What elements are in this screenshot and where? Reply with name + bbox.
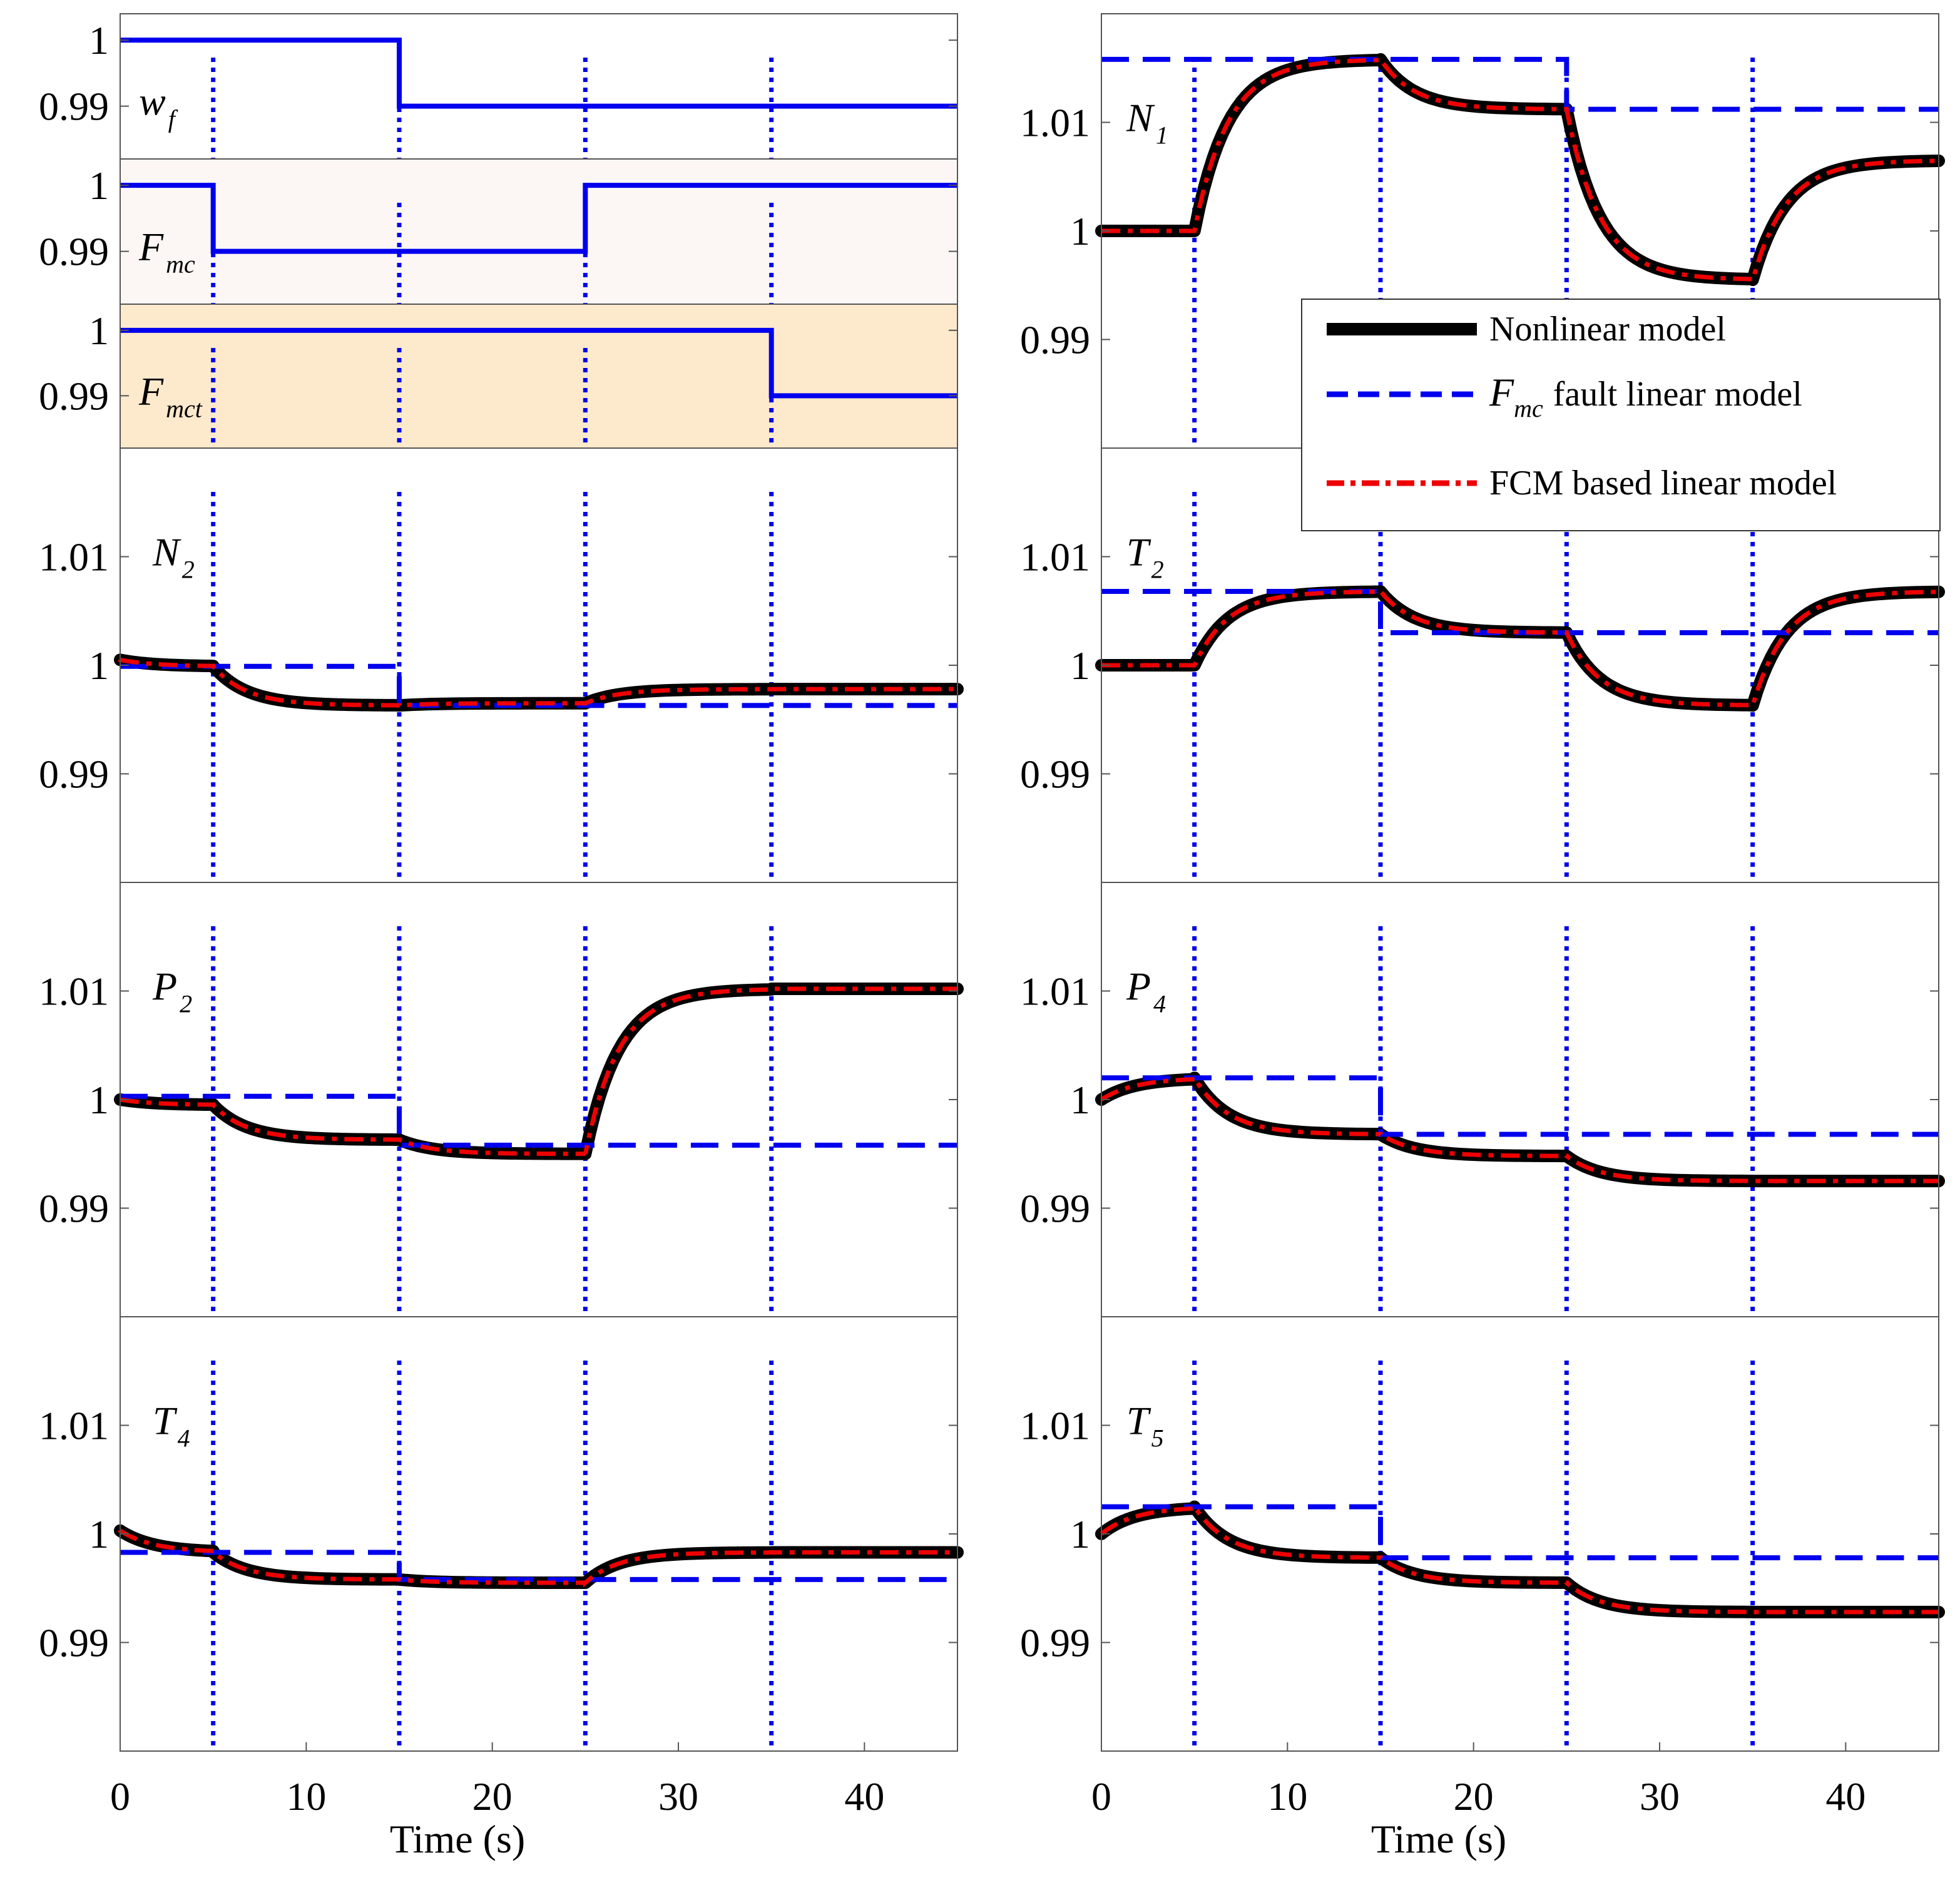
p2-ytick-label-0: 1.01 (39, 969, 109, 1014)
p4-nonlinear-line (1095, 1071, 1945, 1188)
legend-label-nonlinear: Nonlinear model (1489, 310, 1726, 349)
wf-ytick-label-0: 1 (89, 18, 109, 63)
wf-step-line (120, 38, 957, 109)
t4-frame (120, 1316, 958, 1752)
x-tick-label-1-2: 20 (1454, 1774, 1494, 1819)
x-tick-label-0-0: 0 (110, 1774, 130, 1819)
panel-backgrounds (120, 14, 957, 448)
n1-nonlinear-line (1095, 53, 1945, 287)
n2-fault-linear-line (120, 663, 957, 708)
t5-fault-linear-line (1101, 1504, 1939, 1561)
n2-ytick-label-0: 1.01 (39, 535, 109, 580)
p4-fault-linear-line (1101, 1075, 1939, 1137)
t4-ytick-label-0: 1.01 (39, 1404, 109, 1448)
t2-nonlinear-line (1095, 585, 1945, 712)
p2-fcm-line (120, 986, 957, 1157)
t4-ytick-label-1: 1 (89, 1512, 109, 1556)
p2-ytick-label-2: 0.99 (39, 1187, 109, 1231)
n2-ytick-label-2: 0.99 (39, 752, 109, 797)
fmc-step-line (120, 183, 957, 254)
x-axis-label-1: Time (s) (1371, 1817, 1506, 1861)
p2-ytick-label-1: 1 (89, 1078, 109, 1122)
t5-ytick-label-0: 1.01 (1020, 1404, 1090, 1448)
t2-fault-linear-line (1101, 589, 1939, 635)
p4-ytick-label-1: 1 (1070, 1078, 1090, 1122)
t2-ytick-label-0: 1.01 (1020, 535, 1090, 580)
fmc-ytick-label-1: 0.99 (39, 230, 109, 274)
t5-fcm-line (1100, 1499, 1939, 1615)
x-axis-label-0: Time (s) (390, 1817, 525, 1861)
t4-nonlinear-line (114, 1524, 964, 1590)
x-tick-label-0-1: 10 (286, 1774, 326, 1819)
n2-fcm-line (118, 657, 957, 708)
p4-fcm-line (1100, 1070, 1939, 1183)
x-tick-label-1-4: 40 (1825, 1774, 1866, 1819)
n1-ytick-label-1: 1 (1070, 209, 1090, 253)
t5-ytick-label-2: 0.99 (1020, 1621, 1090, 1665)
p2-fault-linear-line (120, 1093, 957, 1148)
n1-ytick-label-0: 1.01 (1020, 101, 1090, 145)
fmct-ytick-label-1: 0.99 (39, 374, 109, 418)
p4-ytick-label-0: 1.01 (1020, 969, 1090, 1014)
x-tick-label-0-3: 30 (658, 1774, 698, 1819)
t5-ytick-label-1: 1 (1070, 1512, 1090, 1556)
p2-frame (120, 882, 958, 1317)
fmct-ytick-label-0: 1 (89, 309, 109, 353)
wf-ytick-label-1: 0.99 (39, 84, 109, 129)
fmct-step-line (120, 327, 957, 399)
x-tick-label-1-0: 0 (1091, 1774, 1111, 1819)
t4-fcm-line (118, 1528, 957, 1588)
n2-ytick-label-1: 1 (89, 643, 109, 688)
t2-ytick-label-1: 1 (1070, 643, 1090, 688)
legend-label-fcm: FCM based linear model (1489, 464, 1837, 503)
n1-fault-linear-line (1101, 56, 1939, 112)
plot-series (114, 38, 1945, 1751)
t2-fcm-line (1101, 585, 1939, 708)
fmc-background (120, 159, 957, 304)
x-tick-label-1-1: 10 (1267, 1774, 1307, 1819)
fmct-background (120, 304, 957, 448)
x-tick-label-0-4: 40 (844, 1774, 884, 1819)
x-tick-label-1-3: 30 (1640, 1774, 1680, 1819)
p4-frame (1101, 882, 1939, 1317)
t4-fault-linear-line (120, 1550, 957, 1582)
n1-fcm-line (1101, 52, 1939, 282)
wf-background (120, 14, 957, 159)
legend-label-fault: Fmc fault linear model (1489, 370, 1802, 422)
p4-ytick-label-2: 0.99 (1020, 1187, 1090, 1231)
t4-ytick-label-2: 0.99 (39, 1621, 109, 1665)
t2-ytick-label-2: 0.99 (1020, 752, 1090, 797)
x-tick-label-0-2: 20 (472, 1774, 513, 1819)
legend: Nonlinear model Fmc fault linear model FCM … (1301, 299, 1941, 531)
p2-nonlinear-line (114, 983, 964, 1160)
n1-ytick-label-2: 0.99 (1020, 318, 1090, 362)
legend-box (1301, 299, 1941, 531)
fmc-ytick-label-0: 1 (89, 163, 109, 208)
